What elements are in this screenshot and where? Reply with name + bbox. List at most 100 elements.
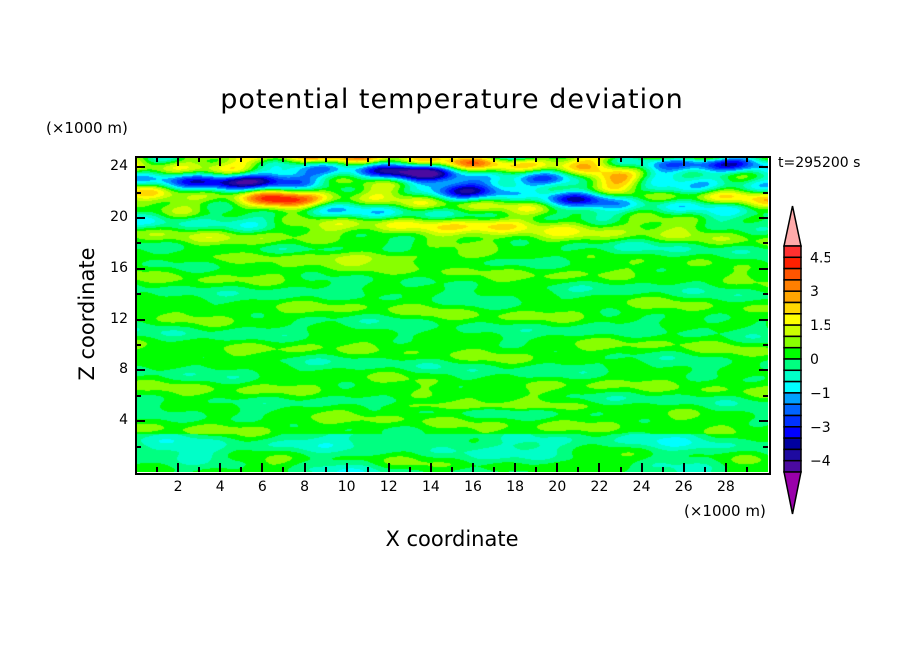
colorbar-tick-label: −3 xyxy=(810,420,830,436)
colorbar-box xyxy=(783,426,802,439)
x-tick xyxy=(640,463,643,472)
x-tick xyxy=(198,157,201,162)
x-tick xyxy=(408,157,411,162)
x-tick xyxy=(345,463,348,472)
x-tick xyxy=(366,157,369,162)
y-tick xyxy=(136,420,145,423)
x-tick xyxy=(324,467,327,472)
x-tick-label: 28 xyxy=(716,479,735,495)
x-tick-label: 18 xyxy=(506,479,525,495)
x-tick xyxy=(429,463,432,472)
y-tick xyxy=(759,369,768,372)
x-tick-label: 26 xyxy=(674,479,693,495)
y-tick-label: 4 xyxy=(119,412,128,429)
x-tick xyxy=(514,157,517,166)
y-tick xyxy=(136,191,141,194)
colorbar-box xyxy=(783,346,802,360)
y-tick-label: 24 xyxy=(110,158,128,175)
x-tick xyxy=(303,157,306,166)
x-tick xyxy=(682,157,685,166)
x-tick xyxy=(619,467,622,472)
y-tick xyxy=(763,394,768,397)
colorbar-box xyxy=(783,459,802,473)
x-tick xyxy=(724,157,727,166)
colorbar-box xyxy=(783,437,802,451)
colorbar-over-triangle xyxy=(783,205,802,247)
colorbar-box xyxy=(783,403,802,417)
y-tick xyxy=(136,267,145,270)
x-tick-label: 14 xyxy=(422,479,440,495)
x-tick xyxy=(303,463,306,472)
colorbar-tick-label: 1.5 xyxy=(810,318,830,334)
colorbar-tick-label: −4.5 xyxy=(810,454,830,470)
x-tick xyxy=(198,467,201,472)
x-tick xyxy=(156,157,159,162)
x-tick xyxy=(577,467,580,472)
plot-area: 2 4 6 8 10 12 14 16 18 20 22 24 26 28 4 8 12 16 20 24 xyxy=(110,156,771,495)
colorbar-box xyxy=(783,392,802,405)
contour-field xyxy=(136,157,768,472)
colorbar-box xyxy=(783,290,802,304)
x-tick xyxy=(387,463,390,472)
y-axis-unit: (×1000 m) xyxy=(46,119,128,137)
y-tick xyxy=(763,293,768,296)
x-tick xyxy=(703,157,706,162)
x-axis-unit: (×1000 m) xyxy=(684,502,766,520)
colorbar-box xyxy=(783,313,802,326)
colorbar-tick-label: 0 xyxy=(810,352,819,368)
colorbar-box xyxy=(783,245,802,259)
x-tick xyxy=(640,157,643,166)
x-tick xyxy=(261,463,264,472)
x-tick-label: 24 xyxy=(632,479,651,495)
x-tick-label: 22 xyxy=(590,479,609,495)
y-tick xyxy=(136,166,145,169)
x-tick xyxy=(556,157,559,166)
x-tick-label: 2 xyxy=(173,479,183,495)
x-tick xyxy=(240,467,243,472)
y-tick xyxy=(759,420,768,423)
x-tick xyxy=(724,463,727,472)
colorbar-box xyxy=(783,267,802,281)
y-tick xyxy=(763,242,768,245)
colorbar-box xyxy=(783,380,802,394)
x-tick xyxy=(703,467,706,472)
colorbar-box xyxy=(783,335,802,349)
x-tick xyxy=(451,467,453,472)
x-tick xyxy=(661,467,664,472)
x-tick xyxy=(324,157,327,162)
x-tick-label: 10 xyxy=(337,479,356,495)
x-tick xyxy=(514,463,517,472)
x-tick-label: 6 xyxy=(257,479,267,495)
y-tick xyxy=(136,394,141,397)
x-tick xyxy=(366,467,369,472)
plot-frame xyxy=(135,156,771,475)
colorbar-tick-label: −1.5 xyxy=(810,386,830,402)
y-tick xyxy=(759,318,768,321)
colorbar-box xyxy=(783,358,802,372)
colorbar-box xyxy=(783,256,802,270)
y-tick xyxy=(763,191,768,194)
colorbar-box xyxy=(783,369,802,383)
x-tick xyxy=(156,467,159,472)
x-tick-label: 8 xyxy=(300,479,309,495)
x-tick-label: 16 xyxy=(464,479,482,495)
x-tick xyxy=(408,467,411,472)
x-tick xyxy=(429,157,432,166)
x-tick xyxy=(682,463,685,472)
y-tick xyxy=(763,343,768,346)
x-tick xyxy=(745,467,748,472)
colorbar: 4.5 3 1.5 0 −1.5 −3 −4.5 xyxy=(783,205,830,515)
x-tick xyxy=(451,157,453,162)
colorbar-tick-label: 3 xyxy=(810,284,819,300)
x-tick xyxy=(261,157,264,166)
x-tick xyxy=(493,157,496,162)
x-tick xyxy=(177,157,180,166)
x-tick xyxy=(493,467,496,472)
x-tick xyxy=(577,157,580,162)
y-tick xyxy=(136,216,145,219)
x-tick-label: 4 xyxy=(215,479,225,495)
x-tick xyxy=(240,157,243,162)
x-tick xyxy=(661,157,664,162)
y-tick xyxy=(759,267,768,270)
colorbar-box xyxy=(783,279,802,292)
